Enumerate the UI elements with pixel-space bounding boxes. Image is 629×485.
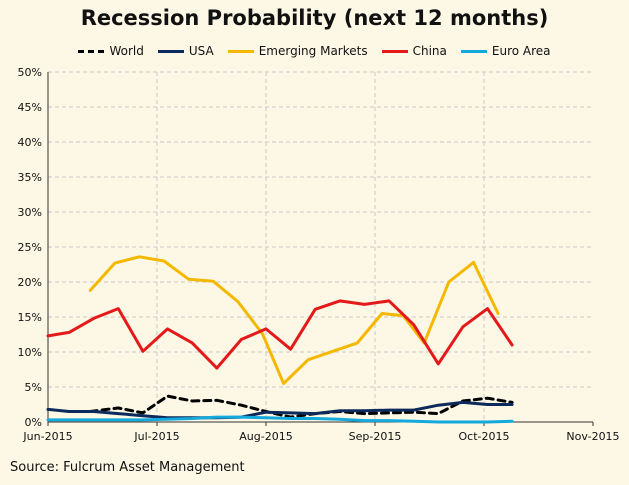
x-tick-label: Sep-2015: [349, 430, 402, 443]
y-tick-label: 25%: [18, 241, 42, 254]
legend-item-china: China: [381, 44, 447, 58]
chart-title: Recession Probability (next 12 months): [80, 6, 549, 30]
y-tick-label: 5%: [25, 381, 42, 394]
legend-item-usa: USA: [157, 44, 214, 58]
legend-label-euro-area: Euro Area: [491, 44, 551, 58]
legend-item-emerging-markets: Emerging Markets: [227, 44, 368, 58]
legend-swatch-euro-area: [460, 49, 487, 53]
legend-label-usa: USA: [188, 44, 214, 58]
x-tick-label: Oct-2015: [459, 430, 510, 443]
legend-item-world: World: [78, 44, 144, 58]
legend-swatch-world: [78, 49, 105, 53]
series-line-emerging-markets-tail: [472, 260, 500, 315]
series-line-world: [88, 394, 514, 419]
series-line-emerging-markets: [88, 255, 475, 385]
y-tick-label: 35%: [18, 171, 42, 184]
x-tick-label: Aug-2015: [239, 430, 292, 443]
legend-swatch-emerging-markets: [227, 49, 254, 53]
x-tick-label: Jun-2015: [22, 430, 72, 443]
x-tick-label: Jul-2015: [133, 430, 179, 443]
legend-swatch-china: [381, 49, 408, 53]
legend-label-emerging-markets: Emerging Markets: [258, 44, 368, 58]
series-line-euro-area: [46, 415, 514, 424]
y-tick-label: 50%: [18, 66, 42, 79]
legend: World USA Emerging Markets China Euro Ar…: [0, 44, 629, 58]
legend-label-china: China: [412, 44, 447, 58]
x-tick-label: Nov-2015: [566, 430, 619, 443]
source-note: Source: Fulcrum Asset Management: [10, 460, 245, 475]
y-tick-label: 10%: [18, 346, 42, 359]
y-tick-label: 30%: [18, 206, 42, 219]
legend-item-euro-area: Euro Area: [460, 44, 551, 58]
y-tick-label: 0%: [25, 416, 42, 429]
y-tick-label: 40%: [18, 136, 42, 149]
series-line-china: [46, 299, 514, 370]
y-tick-label: 20%: [18, 276, 42, 289]
legend-swatch-usa: [157, 49, 184, 53]
y-tick-label: 15%: [18, 311, 42, 324]
y-tick-label: 45%: [18, 101, 42, 114]
series-line-usa: [46, 400, 514, 420]
legend-label-world: World: [109, 44, 144, 58]
